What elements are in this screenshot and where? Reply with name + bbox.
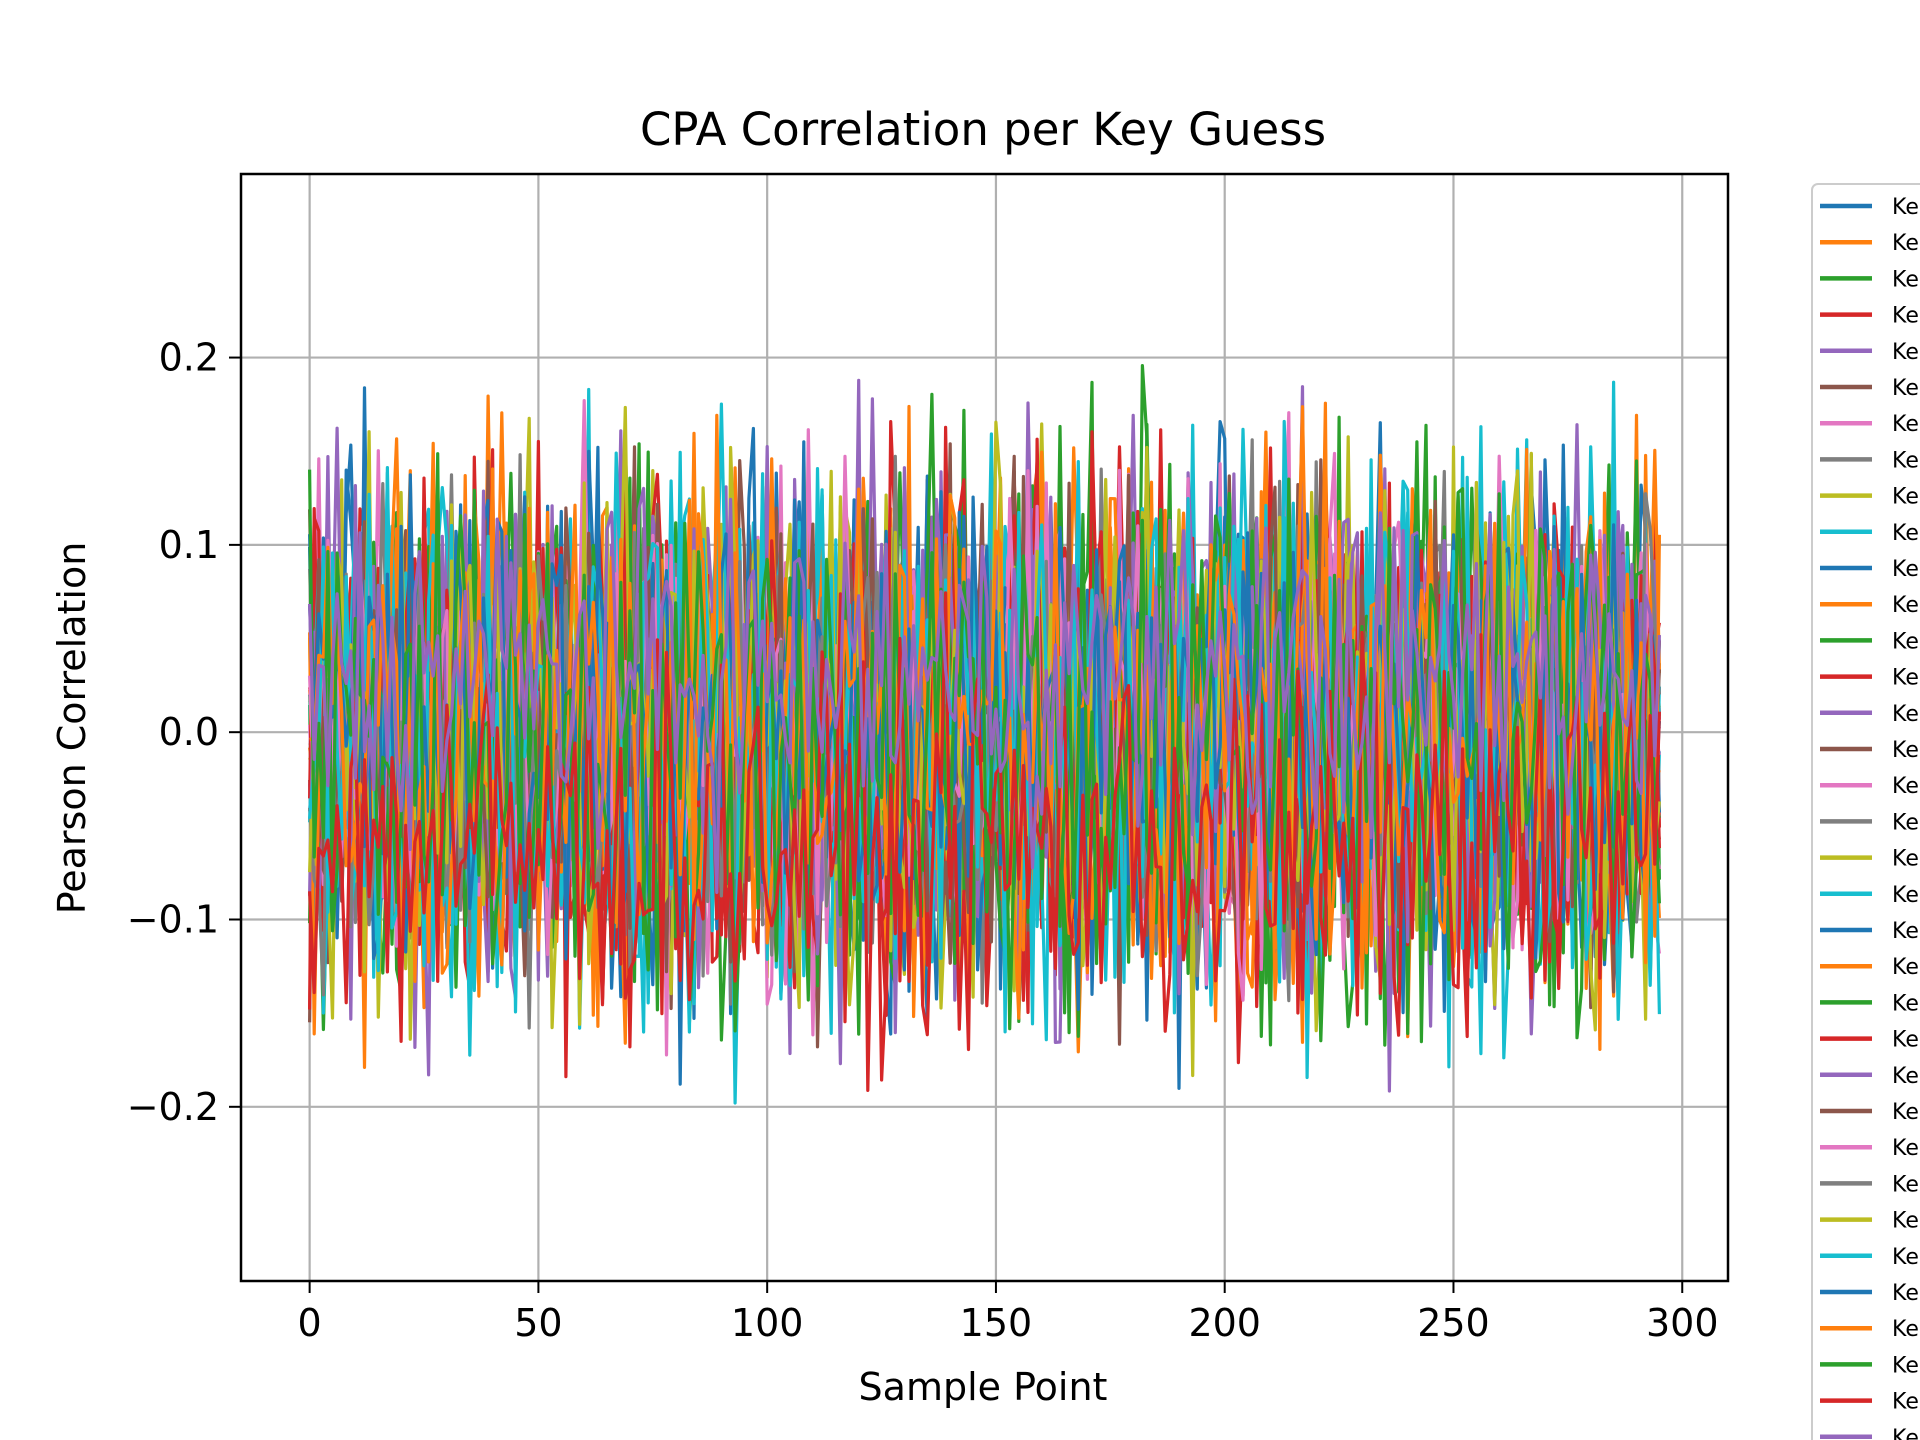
legend-label: Ke (1892, 666, 1919, 691)
legend-label: Ke (1892, 1426, 1919, 1440)
legend-label: Ke (1892, 847, 1919, 872)
axis-ticks: 0 50 100 150 200 250 300 −0.2 −0.1 0.0 0.1 0.2 (127, 336, 1719, 1345)
legend: Ke Ke Ke Ke Ke Ke Ke Ke Ke Ke Ke Ke Ke Ke Ke Ke Ke Ke Ke Ke… (1811, 183, 1920, 1440)
legend-label: Ke (1892, 1028, 1919, 1053)
legend-label: Ke (1892, 1209, 1919, 1234)
legend-label: Ke (1892, 412, 1919, 437)
legend-label: Ke (1892, 919, 1919, 944)
y-tick-label: 0.2 (159, 336, 219, 380)
legend-label: Ke (1892, 485, 1919, 510)
legend-label: Ke (1892, 267, 1919, 292)
y-axis-label: Pearson Correlation (50, 542, 94, 915)
legend-label: Ke (1892, 738, 1919, 763)
x-axis-label: Sample Point (859, 1365, 1108, 1409)
legend-label: Ke (1892, 774, 1919, 799)
legend-label: Ke (1892, 1317, 1919, 1342)
x-tick-label: 300 (1646, 1301, 1719, 1345)
legend-label: Ke (1892, 1172, 1919, 1197)
x-tick-label: 100 (731, 1301, 804, 1345)
legend-label: Ke (1892, 195, 1919, 220)
legend-label: Ke (1892, 629, 1919, 654)
y-tick-label: −0.2 (127, 1085, 219, 1129)
legend-label: Ke (1892, 1281, 1919, 1306)
legend-label: Ke (1892, 1100, 1919, 1125)
legend-label: Ke (1892, 810, 1919, 835)
legend-label: Ke (1892, 883, 1919, 908)
legend-label: Ke (1892, 1353, 1919, 1378)
legend-label: Ke (1892, 448, 1919, 473)
x-tick-label: 250 (1417, 1301, 1490, 1345)
legend-label: Ke (1892, 955, 1919, 980)
legend-label: Ke (1892, 304, 1919, 329)
axes-frame (239, 172, 1730, 1283)
y-tick-label: −0.1 (127, 897, 219, 941)
legend-label: Ke (1892, 1390, 1919, 1415)
x-tick-label: 0 (298, 1301, 322, 1345)
legend-label: Ke (1892, 702, 1919, 727)
x-tick-label: 50 (514, 1301, 562, 1345)
legend-label: Ke (1892, 340, 1919, 365)
legend-label: Ke (1892, 991, 1919, 1016)
x-tick-label: 200 (1188, 1301, 1261, 1345)
series-line (308, 591, 1661, 1092)
legend-label: Ke (1892, 521, 1919, 546)
legend-label: Ke (1892, 557, 1919, 582)
legend-box (1811, 183, 1920, 1440)
legend-label: Ke (1892, 231, 1919, 256)
x-tick-label: 150 (960, 1301, 1033, 1345)
legend-label: Ke (1892, 1136, 1919, 1161)
legend-label: Ke (1892, 376, 1919, 401)
legend-label: Ke (1892, 1064, 1919, 1089)
legend-label: Ke (1892, 593, 1919, 618)
series-line (308, 486, 1661, 894)
chart-title: CPA Correlation per Key Guess (640, 103, 1326, 156)
y-tick-label: 0.1 (159, 523, 219, 567)
legend-label: Ke (1892, 1245, 1919, 1270)
plot-area (308, 364, 1661, 1105)
y-tick-label: 0.0 (159, 710, 219, 754)
